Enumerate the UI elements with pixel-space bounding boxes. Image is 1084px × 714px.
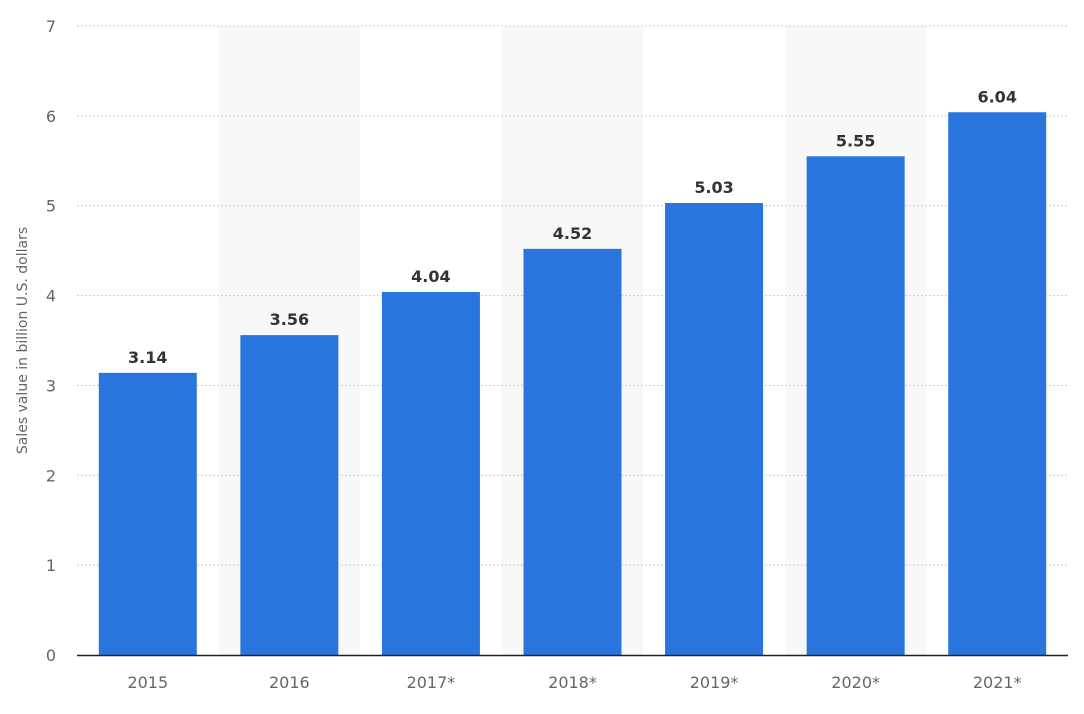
value-labels: 3.14 3.56 4.04 4.52 5.03 5.55 6.04 (128, 87, 1017, 367)
bar (806, 156, 905, 656)
bar (98, 372, 197, 655)
value-label: 4.04 (411, 267, 450, 286)
value-label: 6.04 (977, 87, 1016, 106)
value-label: 3.56 (270, 310, 309, 329)
x-tick-label: 2018* (548, 673, 597, 692)
bar (948, 112, 1047, 655)
y-tick-label: 0 (46, 646, 56, 665)
y-axis-label: Sales value in billion U.S. dollars (15, 227, 31, 454)
x-axis-ticks: 2015 2016 2017* 2018* 2019* 2020* 2021* (127, 673, 1021, 692)
x-tick-label: 2016 (269, 673, 310, 692)
value-label: 4.52 (553, 224, 592, 243)
y-tick-label: 1 (46, 556, 56, 575)
bar (240, 335, 339, 655)
y-tick-label: 7 (46, 17, 56, 36)
y-axis-ticks: 0 1 2 3 4 5 6 7 (46, 17, 56, 665)
value-label: 5.03 (694, 178, 733, 197)
value-label: 5.55 (836, 131, 875, 150)
x-tick-label: 2017* (407, 673, 456, 692)
x-tick-label: 2020* (831, 673, 880, 692)
bar (381, 291, 480, 655)
y-tick-label: 2 (46, 466, 56, 485)
x-tick-label: 2015 (127, 673, 168, 692)
x-tick-label: 2019* (690, 673, 739, 692)
value-label: 3.14 (128, 348, 167, 367)
y-tick-label: 6 (46, 107, 56, 126)
y-tick-label: 4 (46, 287, 56, 306)
y-tick-label: 3 (46, 376, 56, 395)
bars (98, 112, 1047, 656)
x-tick-label: 2021* (973, 673, 1022, 692)
y-tick-label: 5 (46, 197, 56, 216)
bar (523, 248, 622, 656)
bar (665, 203, 764, 656)
